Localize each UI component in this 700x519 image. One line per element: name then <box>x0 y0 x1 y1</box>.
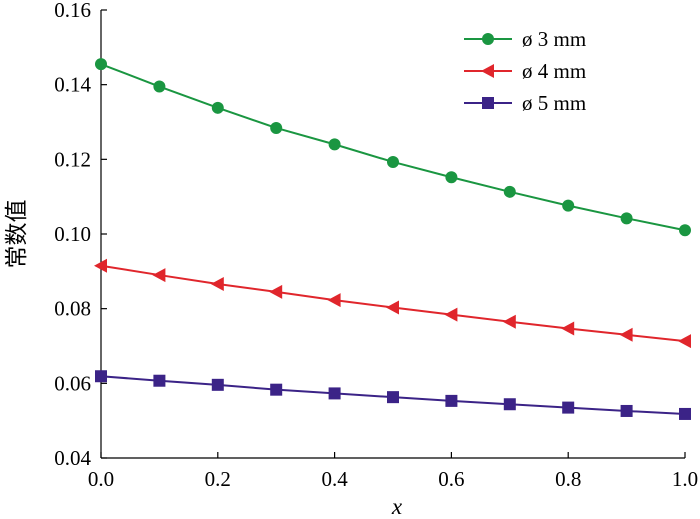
x-tick-label: 0.6 <box>438 467 464 491</box>
data-point <box>387 391 399 404</box>
data-point <box>328 387 341 400</box>
legend-label: ø 5 mm <box>522 91 586 115</box>
data-point <box>270 383 283 396</box>
x-tick-label: 1.0 <box>672 467 698 491</box>
data-point <box>94 258 107 273</box>
data-point <box>153 374 166 387</box>
data-point <box>328 138 341 151</box>
legend-marker <box>482 97 494 109</box>
data-point <box>502 314 516 329</box>
x-axis-label: x <box>391 494 403 519</box>
y-tick-label: 0.08 <box>54 297 91 321</box>
data-point <box>503 398 516 411</box>
data-point <box>679 224 691 237</box>
data-point <box>444 307 458 322</box>
data-point <box>210 277 224 292</box>
legend-marker <box>482 33 494 45</box>
series-layer <box>94 58 691 420</box>
series-line <box>100 63 686 232</box>
y-tick-label: 0.06 <box>54 371 91 395</box>
series-2 <box>94 258 691 349</box>
legend-label: ø 3 mm <box>522 27 586 51</box>
y-tick-label: 0.16 <box>54 0 91 22</box>
chart-axes: 0.0 0.2 0.4 0.6 0.8 1.0 0.04 0.06 0.08 0.10 0.12 0.… <box>4 0 698 519</box>
data-point <box>620 212 633 225</box>
y-tick-label: 0.14 <box>54 73 91 97</box>
data-point <box>269 284 283 299</box>
legend-marker <box>481 64 494 78</box>
legend: ø 3 mm ø 4 mm ø 5 mm <box>464 27 586 115</box>
data-point <box>152 268 166 283</box>
x-tick-label: 0.4 <box>321 467 348 491</box>
data-point <box>561 321 575 336</box>
data-point <box>679 407 691 420</box>
data-point <box>620 404 633 417</box>
legend-entry: ø 3 mm <box>464 27 586 51</box>
data-point <box>95 370 107 383</box>
legend-entry: ø 5 mm <box>464 91 586 115</box>
data-point <box>387 155 399 168</box>
data-point <box>386 300 399 315</box>
data-point <box>153 80 166 93</box>
data-point <box>95 58 107 71</box>
data-point <box>562 199 575 212</box>
legend-entry: ø 4 mm <box>464 59 586 83</box>
legend-label: ø 4 mm <box>522 59 586 83</box>
series-line <box>100 264 686 343</box>
y-tick-label: 0.04 <box>54 446 91 470</box>
data-point <box>211 378 224 391</box>
data-point <box>211 101 224 114</box>
y-axis-label: 常数值 <box>4 200 29 269</box>
series-1 <box>95 58 691 237</box>
x-tick-label: 0.0 <box>88 467 114 491</box>
y-tick-label: 0.12 <box>54 147 91 171</box>
data-point <box>562 401 575 414</box>
data-point <box>619 327 633 342</box>
data-point <box>678 334 691 349</box>
x-tick-label: 0.2 <box>205 467 231 491</box>
data-point <box>445 171 458 184</box>
data-point <box>445 394 458 407</box>
data-point <box>327 293 341 308</box>
data-point <box>503 185 516 198</box>
x-tick-label: 0.8 <box>555 467 581 491</box>
series-3 <box>95 370 691 420</box>
data-point <box>270 121 283 134</box>
y-tick-label: 0.10 <box>54 222 91 246</box>
